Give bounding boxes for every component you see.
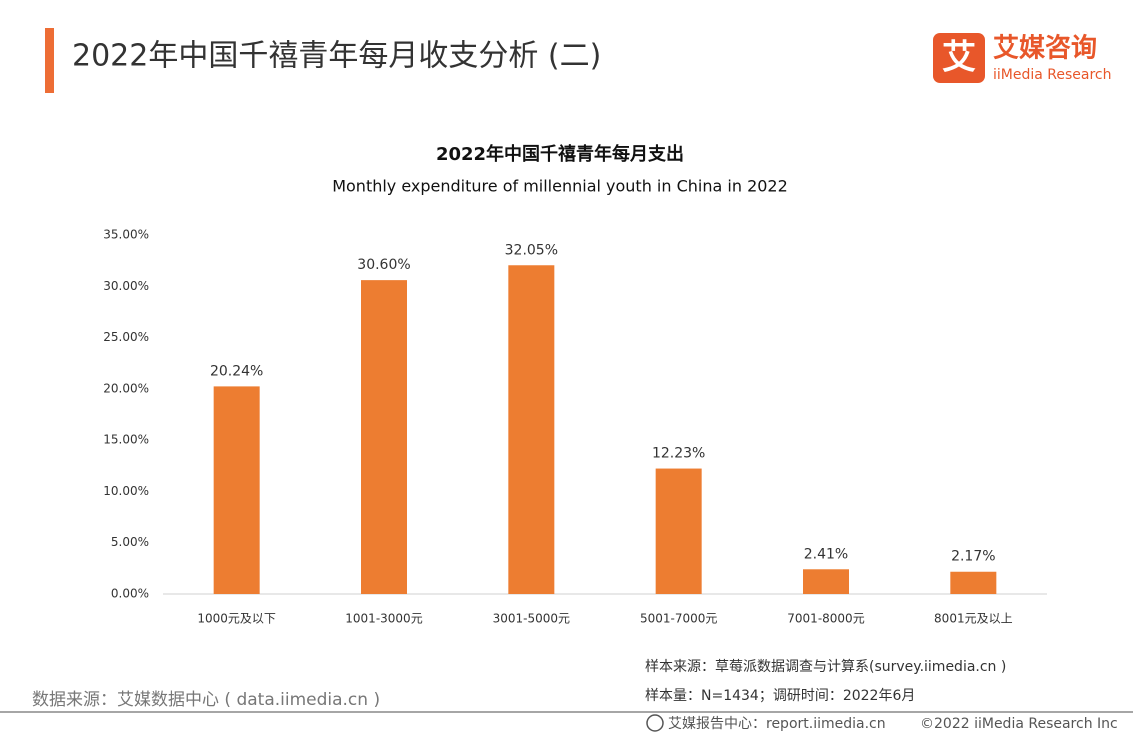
value-label: 12.23% <box>652 446 705 462</box>
footer-source: 数据来源：艾媒数据中心 ( data.iimedia.cn ) <box>32 690 380 710</box>
x-tick-label: 5001-7000元 <box>640 612 717 626</box>
value-label: 2.41% <box>804 546 848 562</box>
logo-mark: 艾 <box>942 38 976 78</box>
value-label: 30.60% <box>357 257 410 273</box>
logo-icon <box>933 33 985 83</box>
x-tick-label: 8001元及以上 <box>934 612 1013 626</box>
sample-source: 样本来源：草莓派数据调查与计算系(survey.iimedia.cn ) <box>645 659 1006 675</box>
y-tick-label: 0.00% <box>111 587 149 601</box>
page-title: 2022年中国千禧青年每月收支分析 (二) <box>72 39 601 74</box>
copyright: ©2022 iiMedia Research Inc <box>920 716 1118 732</box>
bar <box>361 280 407 594</box>
chart-subtitle: Monthly expenditure of millennial youth … <box>332 177 788 196</box>
y-tick-label: 15.00% <box>103 433 149 447</box>
chart-title: 2022年中国千禧青年每月支出 <box>436 143 684 165</box>
title-accent <box>45 28 54 93</box>
report-center: 艾媒报告中心：report.iimedia.cn <box>668 716 886 732</box>
logo-sub: iiMedia Research <box>993 67 1112 83</box>
bar <box>508 265 555 594</box>
y-tick-label: 25.00% <box>103 330 149 344</box>
x-tick-label: 1001-3000元 <box>345 612 422 626</box>
logo-name: 艾媒咨询 <box>993 33 1097 64</box>
bar <box>655 468 702 594</box>
value-label: 2.17% <box>951 549 995 565</box>
globe-icon <box>646 714 664 732</box>
x-tick-label: 7001-8000元 <box>787 612 864 626</box>
sample-size: 样本量：N=1434；调研时间：2022年6月 <box>645 688 915 704</box>
bar <box>803 569 849 594</box>
y-tick-label: 5.00% <box>111 535 149 549</box>
value-label: 20.24% <box>210 363 263 379</box>
x-tick-label: 1000元及以下 <box>197 612 276 626</box>
y-tick-label: 10.00% <box>103 484 149 498</box>
bar <box>950 571 997 594</box>
y-tick-label: 20.00% <box>103 381 149 395</box>
y-tick-label: 30.00% <box>103 279 149 293</box>
bar <box>213 386 260 594</box>
x-tick-label: 3001-5000元 <box>493 612 570 626</box>
value-label: 32.05% <box>505 242 558 258</box>
y-tick-label: 35.00% <box>103 228 149 242</box>
